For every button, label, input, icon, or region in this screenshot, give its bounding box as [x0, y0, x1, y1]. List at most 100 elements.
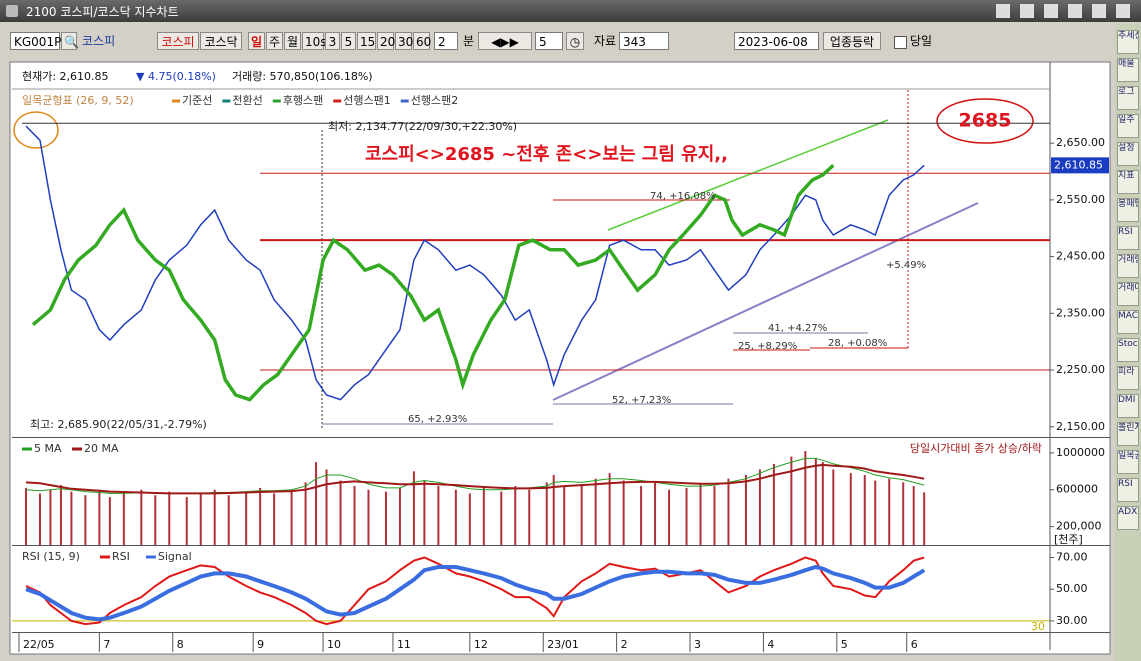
legend-label: 후행스팬 [283, 94, 323, 107]
window-buttons[interactable] [996, 4, 1136, 18]
period-button[interactable]: 일 [248, 32, 265, 50]
volume-bar [304, 482, 307, 545]
market-button[interactable]: 코스피 [157, 32, 199, 50]
period-button[interactable]: 60 [413, 32, 431, 50]
volume-bar [744, 475, 747, 545]
step-input[interactable]: 5 [535, 32, 563, 50]
y-tick-label: 70.00 [1056, 551, 1088, 564]
x-tick-label: 8 [177, 638, 184, 651]
legend-label: 5 MA [34, 442, 62, 455]
period-button[interactable]: 20 [377, 32, 395, 50]
side-button[interactable]: 지표 [1117, 170, 1139, 194]
lagging-span-line [31, 164, 835, 402]
volume-bar [654, 482, 657, 545]
volume-bar [185, 497, 188, 545]
volume-unit: [천주] [1054, 532, 1083, 546]
search-button[interactable]: 🔍 [61, 32, 79, 50]
annotation: 52, +7.23% [612, 395, 671, 406]
period-button[interactable]: 15 [357, 32, 376, 50]
volume-bar [259, 487, 262, 545]
info-change: ▼ 4.75(0.18%) [136, 70, 216, 83]
y-tick-label: 2,250.00 [1056, 363, 1105, 376]
highlight-ellipse [936, 98, 1034, 144]
x-tick-label: 11 [397, 638, 411, 651]
legend-label: 20 MA [84, 442, 119, 455]
period-button[interactable]: 10s [302, 32, 327, 50]
legend-label: 선행스팬1 [343, 94, 390, 107]
x-tick-label: 10 [327, 638, 341, 651]
period-button[interactable]: 5 [341, 32, 356, 50]
date-input[interactable]: 2023-06-08 [734, 32, 819, 50]
y-tick-label: 2,550.00 [1056, 193, 1105, 206]
minute-unit: 분 [463, 34, 475, 48]
annotation: 최고: 2,685.90(22/05/31,-2.79%) [30, 418, 207, 431]
y-tick-label: 1000000 [1056, 446, 1105, 459]
volume-bar [98, 489, 101, 545]
side-button[interactable]: 추세선 [1117, 30, 1139, 54]
annotation: 28, +0.08% [828, 338, 887, 349]
side-button[interactable]: 봉패턴 [1117, 198, 1139, 222]
x-tick-label: 12 [474, 638, 488, 651]
side-button[interactable]: 매물 [1117, 58, 1139, 82]
info-price: 현재가: 2,610.85 [22, 70, 109, 83]
today-label: 당일 [910, 34, 933, 48]
nav-buttons[interactable]: ◀▶▶ [478, 32, 532, 50]
volume-bar [122, 493, 125, 545]
volume-bar [685, 487, 688, 545]
annotation: 최저: 2,134.77(22/09/30,+22.30%) [328, 120, 517, 133]
side-button[interactable]: RSI [1117, 226, 1139, 250]
volume-bar [273, 493, 276, 545]
sector-button[interactable]: 업종등락 [823, 32, 881, 50]
side-button[interactable]: 로그 [1117, 86, 1139, 110]
side-button[interactable]: 일목균형 [1117, 450, 1139, 474]
volume-bar [608, 473, 611, 545]
side-button[interactable]: 일주 [1117, 114, 1139, 138]
last-price-box [1051, 157, 1109, 174]
volume-bar [563, 486, 566, 545]
volume-bar [814, 458, 817, 545]
code-input[interactable]: KG001P [10, 32, 61, 50]
side-button[interactable]: 거래대금 [1117, 282, 1139, 306]
volume-bar [199, 493, 202, 545]
volume-bar [70, 491, 73, 545]
side-button[interactable]: RSI [1117, 478, 1139, 502]
minute-input[interactable]: 2 [434, 32, 458, 50]
volume-bar [227, 495, 230, 545]
level-label: 30 [1031, 620, 1045, 633]
legend-label: Signal [158, 550, 192, 563]
side-button[interactable]: Stoc [1117, 338, 1139, 362]
side-button[interactable]: 피라 [1117, 366, 1139, 390]
volume-bar [923, 492, 926, 545]
side-button[interactable]: DMI [1117, 394, 1139, 418]
rsi-line [25, 556, 925, 626]
volume-bar [552, 475, 555, 545]
period-button[interactable]: 3 [325, 32, 340, 50]
side-button[interactable]: MACD [1117, 310, 1139, 334]
code-name: 코스피 [82, 34, 116, 48]
clock-button[interactable]: ◷ [566, 32, 584, 50]
volume-bar [580, 484, 583, 545]
side-button[interactable]: ADX [1117, 506, 1139, 530]
title-bar [0, 0, 1141, 22]
volume-bar [315, 462, 318, 545]
volume-bar [49, 489, 52, 545]
today-checkbox[interactable] [894, 36, 907, 49]
y-tick-label: 2,350.00 [1056, 306, 1105, 319]
volume-bar [912, 486, 915, 545]
period-button[interactable]: 월 [284, 32, 301, 50]
window-icon [6, 5, 18, 17]
side-button[interactable]: 설정 [1117, 142, 1139, 166]
side-button[interactable]: 볼린저 [1117, 422, 1139, 446]
y-tick-label: 30.00 [1056, 614, 1088, 627]
volume-bar [545, 482, 548, 545]
trend-line [552, 202, 979, 401]
volume-bar [622, 480, 625, 545]
data-count[interactable]: 343 [619, 32, 669, 50]
volume-bar [245, 491, 248, 545]
period-button[interactable]: 주 [266, 32, 283, 50]
side-button[interactable]: 거래량 [1117, 254, 1139, 278]
period-button[interactable]: 30 [395, 32, 413, 50]
last-price-label: 2,610.85 [1054, 158, 1103, 171]
legend-label: RSI [112, 550, 130, 563]
market-button[interactable]: 코스닥 [200, 32, 242, 50]
